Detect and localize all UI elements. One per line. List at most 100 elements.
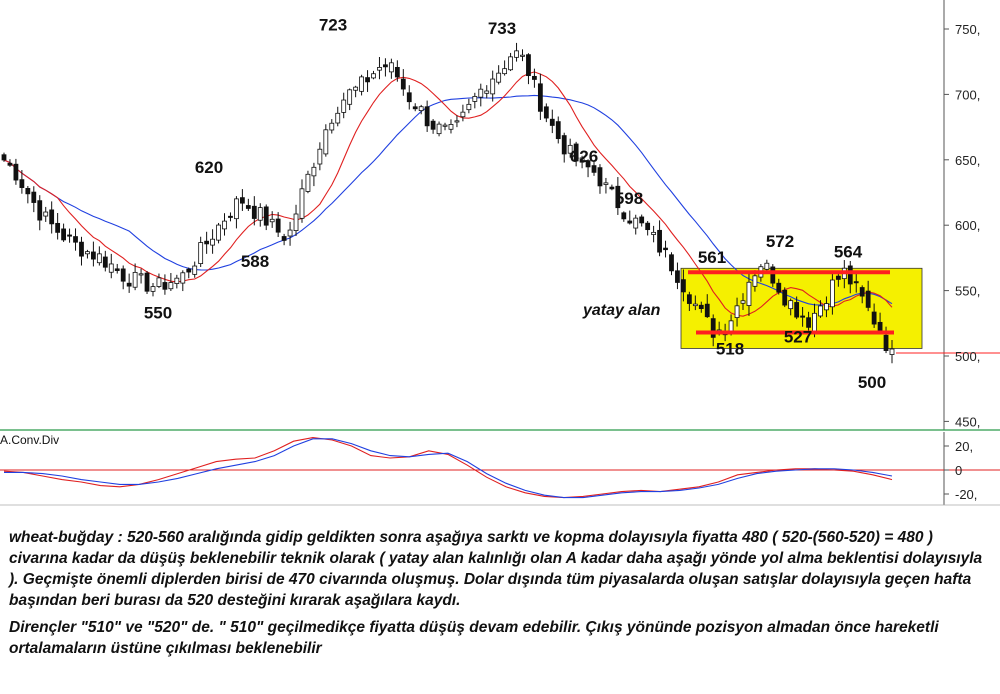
candle-body [633, 217, 639, 229]
candle-body [645, 222, 651, 231]
candle-body [698, 304, 704, 309]
candle-body [311, 166, 317, 177]
candle-body [865, 290, 871, 308]
candle-body [55, 222, 61, 233]
candle-body [728, 320, 734, 332]
candle-body [609, 186, 615, 190]
price-tick-label: 550, [955, 284, 980, 299]
candle-body [830, 279, 835, 308]
candle-body [692, 303, 698, 307]
indicator-axis-ticks: 20, 0 -20, [944, 439, 977, 502]
price-annotation-label: 620 [195, 158, 223, 177]
candle-body [293, 213, 299, 231]
candle-body [198, 242, 204, 265]
candle-body [7, 162, 13, 166]
slow-moving-average-line [3, 94, 893, 306]
analysis-commentary: wheat-buğday : 520-560 aralığında gidip … [9, 527, 994, 665]
candle-body [657, 229, 662, 253]
candle-body [108, 263, 114, 273]
price-chart: 450, 500, 550, 600, 650, 700, 750, 550 620 588 72… [0, 0, 1000, 506]
candle-body [424, 106, 430, 127]
price-annotation-label: 500 [858, 373, 886, 392]
candlesticks [1, 42, 895, 364]
candle-body [299, 188, 305, 219]
candle-body [120, 268, 126, 282]
candle-body [31, 191, 37, 203]
indicator-tick-label: 20, [955, 439, 973, 454]
candle-body [1, 154, 7, 161]
candle-body [615, 185, 621, 209]
price-tick-label: 450, [955, 414, 980, 429]
candle-body [61, 228, 66, 241]
candle-body [436, 123, 442, 135]
price-annotations: 550 620 588 723 733 626 598 561 572 564 518 527 500 [144, 15, 886, 392]
candle-body [323, 129, 329, 155]
price-tick-label: 700, [955, 87, 980, 102]
candle-body [853, 281, 859, 284]
candle-body [365, 77, 370, 83]
candle-body [192, 265, 198, 275]
candle-body [383, 64, 388, 68]
candle-body [353, 86, 359, 91]
candle-body [663, 247, 668, 251]
candle-body [216, 224, 221, 241]
price-annotation-label: 527 [784, 328, 812, 347]
candle-body [591, 165, 597, 173]
indicator-signal-line [3, 437, 893, 499]
price-annotation-label: 723 [319, 15, 347, 34]
price-tick-label: 650, [955, 153, 980, 168]
candle-body [305, 173, 311, 192]
candle-body [406, 92, 412, 103]
moving-averages [3, 71, 893, 317]
price-tick-label: 600, [955, 218, 980, 233]
candle-body [782, 289, 788, 306]
candle-body [180, 272, 186, 284]
candle-body [561, 135, 567, 155]
candle-body [675, 270, 680, 283]
candle-body [126, 282, 132, 287]
candle-body [388, 62, 394, 73]
candle-body [156, 277, 162, 287]
candle-body [162, 282, 168, 290]
candle-body [812, 312, 817, 332]
indicator-macd-line [4, 438, 893, 499]
range-box-label: yatay alan [582, 302, 661, 319]
indicator-tick-label: 0 [955, 463, 962, 478]
candle-body [317, 148, 323, 165]
candle-body [454, 120, 460, 123]
candle-body [794, 302, 800, 318]
candle-body [418, 106, 424, 112]
indicator-title: A.Conv.Div [0, 433, 59, 447]
candle-body [490, 78, 496, 95]
candle-body [710, 318, 716, 338]
candle-body [651, 231, 657, 235]
candle-body [269, 218, 275, 223]
candle-body [770, 266, 776, 284]
candle-body [102, 256, 108, 268]
candle-body [13, 163, 19, 181]
candle-body [537, 83, 543, 112]
candle-body [329, 122, 335, 131]
candle-body [818, 305, 823, 317]
candle-body [85, 251, 90, 255]
candle-body [734, 305, 740, 319]
candle-body [514, 50, 519, 58]
candle-body [150, 286, 156, 292]
candle-body [764, 262, 770, 270]
candle-body [281, 236, 287, 241]
price-annotation-label: 598 [615, 189, 643, 208]
candle-body [90, 251, 96, 260]
candle-body [520, 54, 525, 57]
candle-body [430, 120, 436, 130]
candle-body [567, 144, 573, 154]
candle-body [478, 88, 484, 98]
candle-body [19, 179, 25, 188]
price-annotation-label: 733 [488, 19, 516, 38]
candle-body [359, 76, 364, 92]
candle-body [555, 121, 561, 140]
candle-body [776, 282, 782, 293]
candle-body [532, 75, 537, 80]
candle-body [228, 215, 233, 218]
candle-body [335, 112, 341, 124]
candle-body [245, 205, 251, 209]
